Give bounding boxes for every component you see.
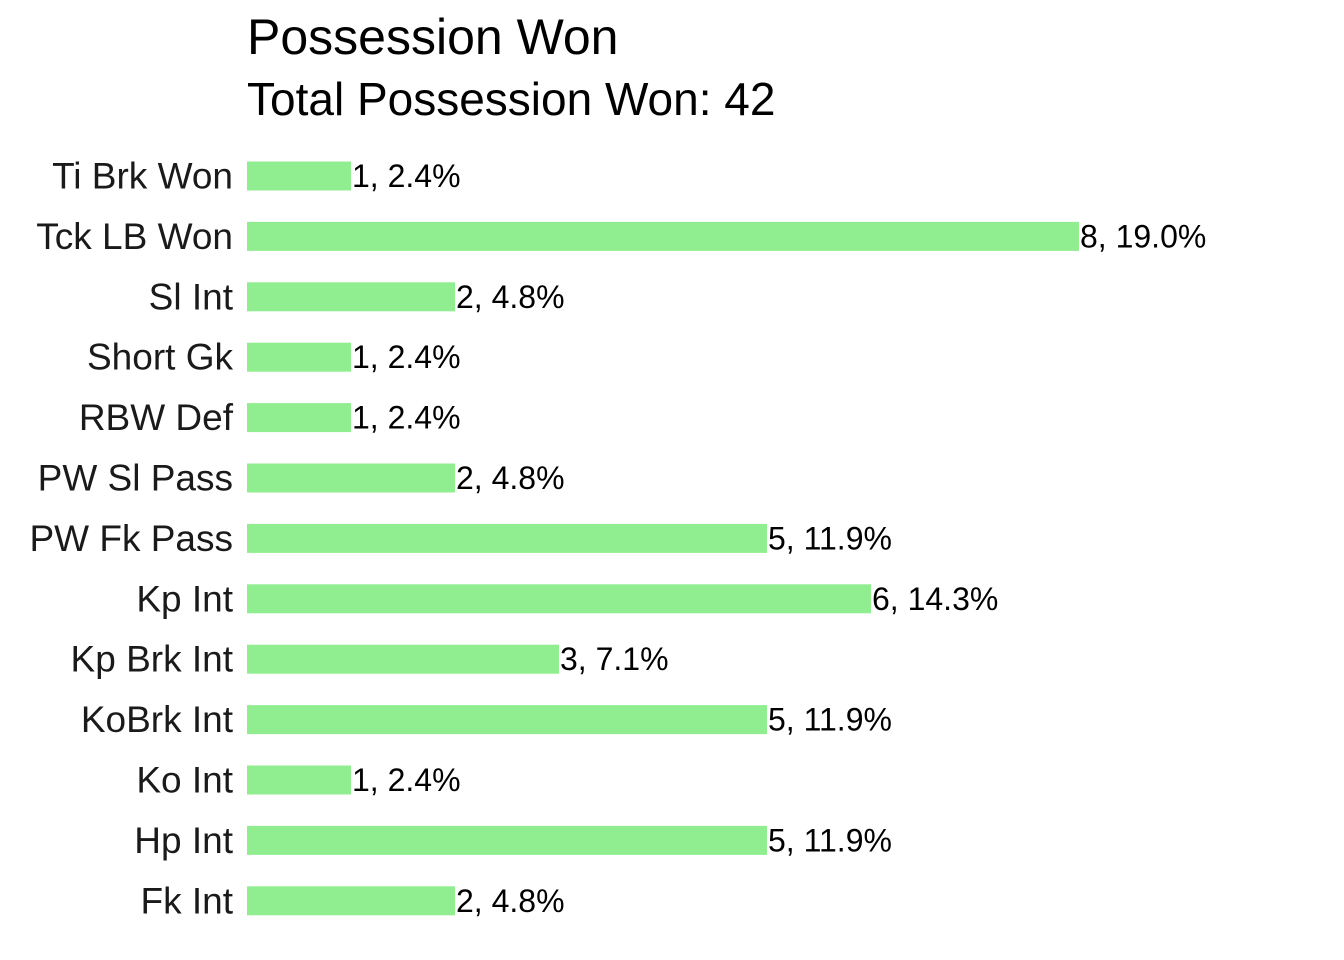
- data-label: 1, 2.4%: [352, 762, 461, 798]
- data-label: 8, 19.0%: [1080, 218, 1206, 254]
- bar: [247, 705, 767, 735]
- y-tick-label: PW Sl Pass: [38, 458, 233, 499]
- bar: [247, 765, 351, 795]
- bar: [247, 584, 871, 614]
- data-label: 5, 11.9%: [768, 520, 892, 556]
- bar: [247, 403, 351, 433]
- y-tick-label: Kp Int: [136, 578, 233, 619]
- y-tick-label: Ko Int: [136, 760, 233, 801]
- y-tick-label: Short Gk: [87, 337, 233, 378]
- data-label: 5, 11.9%: [768, 822, 892, 858]
- data-label: 6, 14.3%: [872, 581, 998, 617]
- data-label: 2, 4.8%: [456, 883, 565, 919]
- bar: [247, 644, 559, 674]
- y-tick-label: RBW Def: [79, 397, 234, 438]
- bar: [247, 886, 455, 916]
- bar: [247, 282, 455, 312]
- y-tick-label: Fk Int: [140, 880, 233, 921]
- data-label: 2, 4.8%: [456, 279, 565, 315]
- bar: [247, 342, 351, 372]
- y-tick-label: Kp Brk Int: [71, 639, 234, 680]
- data-label: 1, 2.4%: [352, 400, 461, 436]
- data-label: 1, 2.4%: [352, 339, 461, 375]
- data-label: 5, 11.9%: [768, 702, 892, 738]
- bar: [247, 463, 455, 493]
- y-tick-label: Sl Int: [149, 276, 234, 317]
- chart-subtitle: Total Possession Won: 42: [247, 73, 776, 125]
- bar: [247, 221, 1079, 251]
- bar: [247, 523, 767, 553]
- data-label: 2, 4.8%: [456, 460, 565, 496]
- data-label: 3, 7.1%: [560, 641, 669, 677]
- y-tick-label: Hp Int: [134, 820, 233, 861]
- bar: [247, 825, 767, 855]
- data-label: 1, 2.4%: [352, 158, 461, 194]
- bar: [247, 161, 351, 191]
- y-tick-label: Tck LB Won: [36, 216, 233, 257]
- y-tick-label: Ti Brk Won: [52, 156, 233, 197]
- y-tick-label: PW Fk Pass: [29, 518, 233, 559]
- chart-title: Possession Won: [247, 9, 619, 65]
- y-tick-label: KoBrk Int: [81, 699, 234, 740]
